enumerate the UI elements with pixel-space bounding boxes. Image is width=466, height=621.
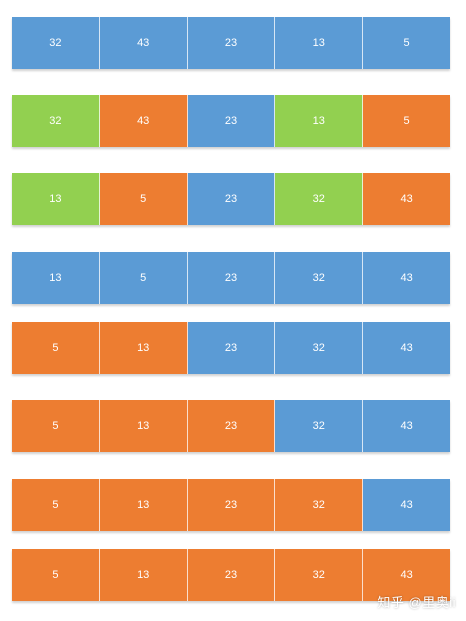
array-row-8: 5 13 23 32 43 — [12, 549, 450, 601]
array-row-4: 13 5 23 32 43 — [12, 252, 450, 304]
array-cell: 32 — [12, 95, 100, 147]
watermark: 知乎 @里奥ii — [377, 595, 456, 610]
array-cell: 13 — [99, 322, 188, 374]
array-cell: 5 — [12, 479, 100, 531]
array-row-2: 32 43 23 13 5 — [12, 95, 450, 147]
array-row-1: 32 43 23 13 5 — [12, 17, 450, 69]
array-cell: 13 — [275, 95, 364, 147]
array-cell: 23 — [187, 549, 276, 601]
array-cell: 13 — [12, 173, 100, 225]
array-cell: 13 — [99, 400, 188, 452]
array-cell: 23 — [187, 252, 276, 304]
array-cell: 23 — [187, 479, 276, 531]
array-cell: 32 — [275, 400, 364, 452]
array-cell: 5 — [12, 549, 100, 601]
array-cell: 13 — [275, 17, 364, 69]
array-cell: 23 — [187, 17, 276, 69]
array-cell: 23 — [187, 400, 276, 452]
array-row-3: 13 5 23 32 43 — [12, 173, 450, 225]
array-cell: 23 — [187, 173, 276, 225]
array-cell: 5 — [99, 173, 188, 225]
array-cell: 43 — [99, 95, 188, 147]
array-row-5: 5 13 23 32 43 — [12, 322, 450, 374]
array-row-6: 5 13 23 32 43 — [12, 400, 450, 452]
array-row-7: 5 13 23 32 43 — [12, 479, 450, 531]
array-cell: 32 — [275, 252, 364, 304]
array-cell: 32 — [275, 549, 364, 601]
array-cell: 5 — [363, 17, 450, 69]
array-cell: 32 — [275, 322, 364, 374]
array-cell: 13 — [99, 479, 188, 531]
array-cell: 32 — [275, 479, 364, 531]
array-cell: 32 — [12, 17, 100, 69]
array-cell: 32 — [275, 173, 364, 225]
array-cell: 43 — [99, 17, 188, 69]
array-cell: 5 — [99, 252, 188, 304]
array-cell: 43 — [363, 173, 450, 225]
array-cell: 43 — [363, 549, 450, 601]
array-cell: 5 — [363, 95, 450, 147]
array-cell: 23 — [187, 322, 276, 374]
array-cell: 13 — [99, 549, 188, 601]
array-cell: 5 — [12, 400, 100, 452]
array-cell: 23 — [187, 95, 276, 147]
array-cell: 43 — [363, 252, 450, 304]
array-cell: 43 — [363, 400, 450, 452]
array-cell: 43 — [363, 322, 450, 374]
array-cell: 13 — [12, 252, 100, 304]
array-cell: 43 — [363, 479, 450, 531]
array-cell: 5 — [12, 322, 100, 374]
